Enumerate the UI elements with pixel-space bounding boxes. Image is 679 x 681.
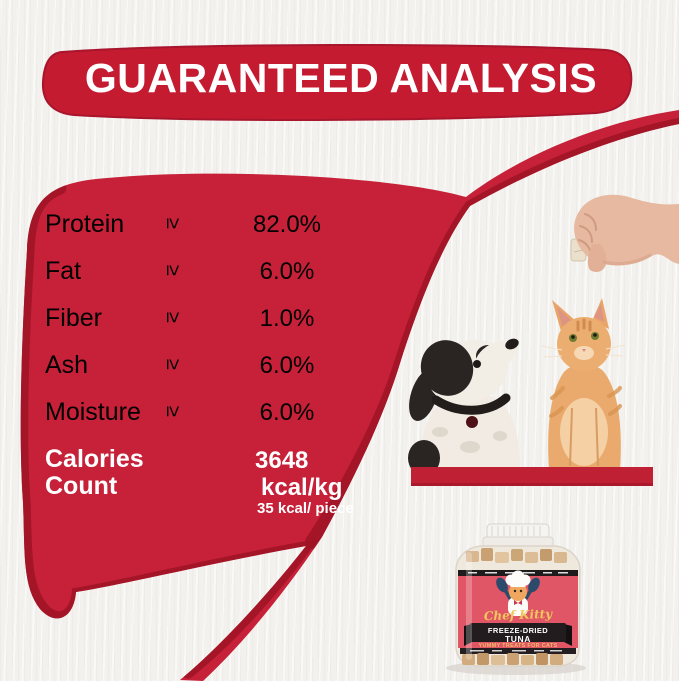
dog-muzzle <box>475 340 517 372</box>
page-title: GUARANTEED ANALYSIS <box>84 55 598 102</box>
jar-chunks-bottom <box>462 653 563 665</box>
thumb <box>587 244 607 272</box>
jar-ribbon-text-line1: FREEZE-DRIED <box>487 626 549 635</box>
calories-value: 3648 kcal/kg <box>255 447 342 501</box>
row-label: Protein <box>45 210 125 238</box>
dog-collar-tag <box>466 416 478 428</box>
jar-label <box>458 570 578 654</box>
row-label: Moisture <box>45 398 141 426</box>
cat-head <box>557 317 611 371</box>
dog-head-patch <box>420 340 474 396</box>
hand-with-treat-illustration <box>570 194 679 272</box>
cat-nose <box>582 349 586 352</box>
dog-body <box>419 392 520 470</box>
product-jar-illustration <box>446 523 586 675</box>
chef-cat-mascot <box>496 570 540 616</box>
greater-equal-icon: ≥ <box>161 312 184 323</box>
calories-per-piece: 35 kcal/ piece <box>257 500 354 517</box>
greater-equal-icon: ≥ <box>161 406 184 417</box>
table-row-protein: Protein ≥ 82.0% <box>45 210 345 240</box>
jar-chunks-top <box>466 548 567 563</box>
cat-illustration <box>541 298 626 470</box>
dog-illustration <box>408 338 520 476</box>
label-ribbon <box>464 623 572 646</box>
row-label: Fiber <box>45 304 102 332</box>
row-value: 82.0% <box>252 211 322 238</box>
table-row-fat: Fat ≥ 6.0% <box>45 257 345 287</box>
greater-equal-icon: ≥ <box>161 359 184 370</box>
greater-equal-icon: ≥ <box>161 265 184 276</box>
row-value: 6.0% <box>259 352 315 379</box>
row-value: 6.0% <box>259 399 315 426</box>
table-row-ash: Ash ≥ 6.0% <box>45 351 345 381</box>
cat-chest <box>560 398 608 466</box>
table-row-fiber: Fiber ≥ 1.0% <box>45 304 345 334</box>
row-value: 6.0% <box>259 258 315 285</box>
title-banner-shape <box>41 43 633 122</box>
jar-ribbon-text-line2: TUNA <box>504 634 531 644</box>
dog-collar <box>431 393 511 415</box>
row-label: Fat <box>45 257 82 285</box>
dog-nose <box>505 338 519 350</box>
greater-equal-icon: ≥ <box>161 218 184 229</box>
table-row-moisture: Moisture ≥ 6.0% <box>45 398 345 428</box>
shelf-bar <box>411 467 653 486</box>
row-label: Ash <box>45 351 89 379</box>
row-value: 1.0% <box>259 305 315 332</box>
calories-label: Calories Count <box>45 446 144 500</box>
calories-value-line2: kcal/kg <box>261 474 343 501</box>
calories-value-line1: 3648 <box>255 447 309 474</box>
cat-muzzle <box>574 346 594 360</box>
calories-label-line2: Count <box>45 472 118 500</box>
calories-label-line1: Calories <box>45 445 144 473</box>
dog-eye <box>473 360 481 368</box>
jar-subtitle-text: YUMMY TREATS FOR CATS <box>478 643 558 649</box>
